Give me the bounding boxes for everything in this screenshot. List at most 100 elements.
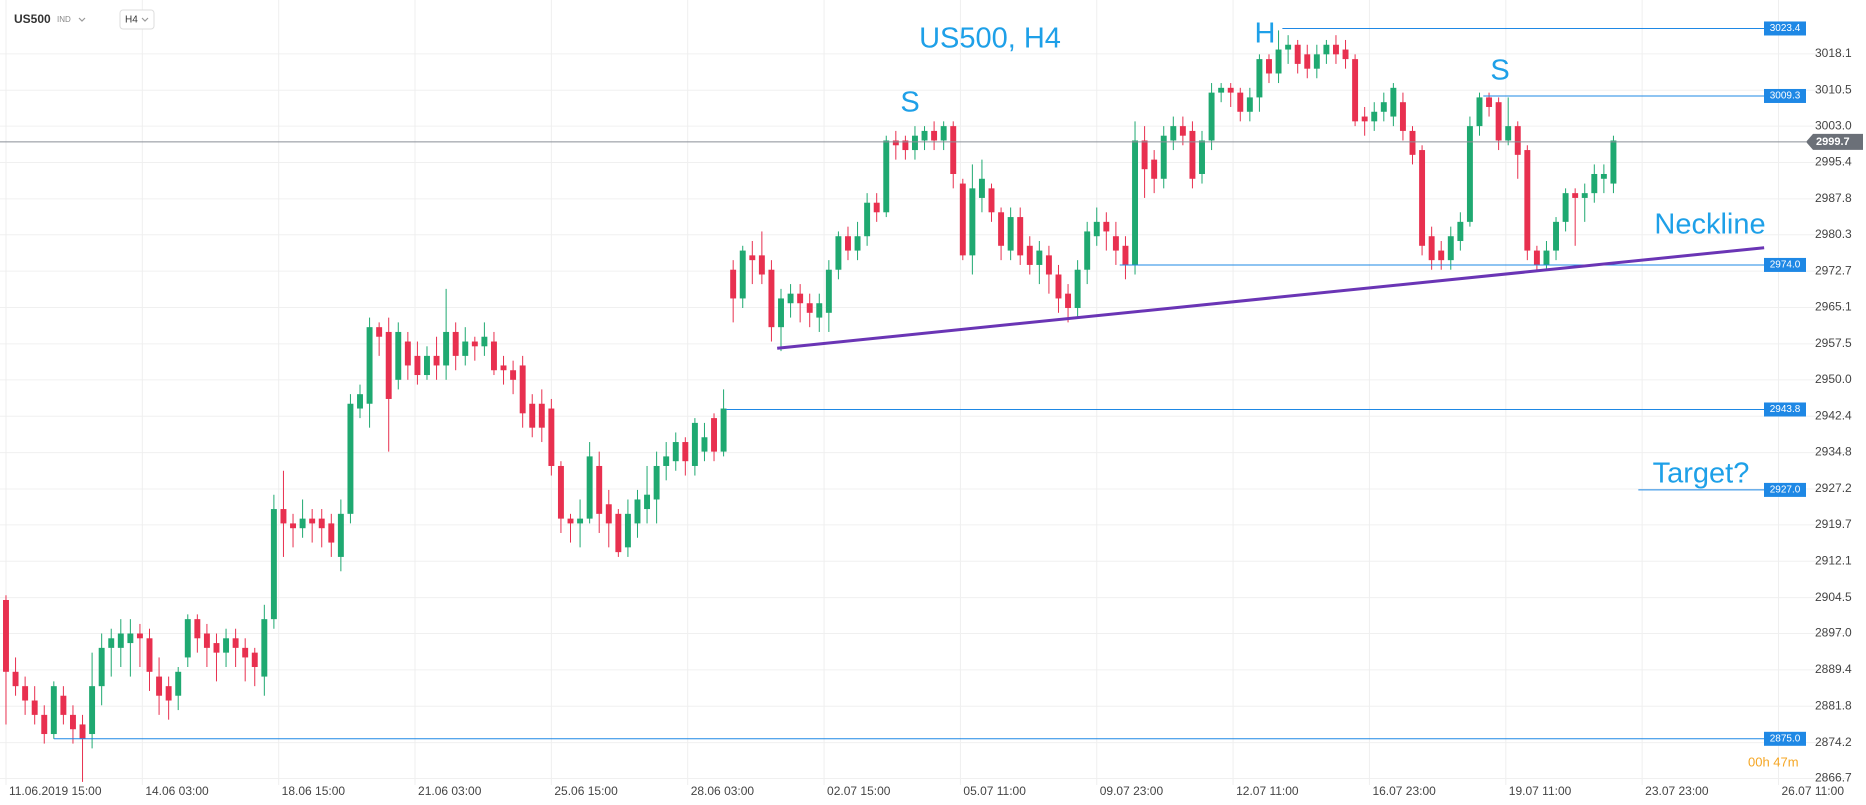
candle-body [1045, 255, 1052, 275]
candle-body [1275, 49, 1282, 74]
y-tick-label: 2874.2 [1815, 735, 1852, 749]
candle-body [1600, 173, 1607, 179]
annotation: Neckline [1654, 209, 1765, 241]
candle-body [969, 188, 976, 256]
y-tick-label: 2980.3 [1815, 227, 1852, 241]
toolbar: US500 IND H4 [14, 9, 155, 30]
candle-body [988, 188, 995, 213]
y-tick-label: 3018.1 [1815, 46, 1852, 60]
current-price-box [1806, 133, 1863, 150]
candle-body [1189, 130, 1196, 179]
y-tick-label: 2972.7 [1815, 263, 1852, 277]
candle-body [1486, 97, 1493, 107]
candle-body [108, 638, 115, 648]
candle-body [1543, 250, 1550, 265]
level-label: 2927.0 [1770, 485, 1801, 496]
chart-title: US500, H4 [919, 23, 1061, 55]
y-tick-label: 2987.8 [1815, 191, 1852, 205]
level-label-box [1764, 21, 1806, 36]
candle-body [1227, 87, 1234, 93]
x-tick-label: 25.06 15:00 [554, 784, 618, 798]
candle-body [624, 513, 631, 548]
candle-body [1342, 49, 1349, 60]
candle-body [213, 643, 220, 653]
candle-body [79, 724, 86, 739]
candle-body [1112, 236, 1119, 251]
candle-body [1294, 44, 1301, 64]
candle-body [89, 686, 96, 735]
annotation: S [900, 87, 919, 119]
candle-body [309, 518, 316, 524]
level-label-box [1764, 88, 1806, 103]
level-label: 2974.0 [1770, 260, 1801, 271]
candle-body [778, 298, 784, 328]
candle-body [1179, 126, 1186, 136]
candle-body [1036, 250, 1043, 265]
candle-body [1246, 97, 1253, 112]
countdown: 00h 47m [1748, 754, 1799, 769]
candle-body [270, 509, 277, 620]
x-tick-label: 28.06 03:00 [691, 784, 755, 798]
x-tick-label: 18.06 15:00 [282, 784, 346, 798]
x-tick-label: 26.07 11:00 [1781, 784, 1844, 798]
candle-body [615, 513, 622, 553]
y-tick-label: 2889.4 [1815, 662, 1852, 676]
candle-body [758, 255, 765, 275]
candle-body [1026, 245, 1033, 265]
candle-body [816, 303, 823, 318]
candle-body [672, 442, 679, 462]
x-tick-label: 12.07 11:00 [1236, 784, 1299, 798]
candle-body [1533, 250, 1540, 265]
candle-body [1199, 140, 1205, 174]
level-label: 2875.0 [1770, 733, 1801, 744]
candle-body [471, 341, 478, 347]
candle-body [242, 647, 249, 658]
candle-body [682, 442, 689, 462]
candle-body [1390, 87, 1397, 117]
candle-body [835, 236, 842, 270]
candle-body [1256, 59, 1263, 98]
candle-body [1610, 140, 1617, 184]
candle-body [1313, 54, 1320, 69]
dropdown-icon[interactable] [141, 17, 149, 22]
candle-body [1132, 140, 1138, 265]
timeframe[interactable]: H4 [125, 15, 138, 26]
candle-body [1266, 59, 1272, 74]
candle-body [136, 633, 143, 639]
y-tick-label: 2919.7 [1815, 517, 1852, 531]
y-tick-label: 2904.5 [1815, 590, 1852, 604]
candle-body [452, 331, 459, 356]
candle-body [261, 619, 268, 677]
candle-body [500, 365, 507, 371]
candle-body [328, 523, 335, 543]
candle-body [1505, 126, 1512, 141]
candle-body [1304, 54, 1311, 69]
candle-body [701, 437, 708, 452]
candle-body [557, 465, 564, 519]
candle-body [1514, 126, 1521, 155]
annotation: S [1490, 55, 1509, 87]
candle-body [12, 671, 19, 687]
candle-body [433, 355, 440, 366]
candle-body [1141, 140, 1148, 170]
y-tick-label: 2957.5 [1815, 336, 1852, 350]
candle-body [1438, 250, 1445, 261]
candle-body [959, 183, 966, 256]
y-tick-label: 2927.2 [1815, 481, 1852, 495]
candle-body [462, 341, 469, 356]
candle-body [1524, 150, 1531, 251]
candle-body [223, 638, 230, 653]
dropdown-icon[interactable] [78, 17, 86, 22]
candle-body [22, 686, 29, 701]
candle-body [31, 700, 38, 715]
timeframe-button[interactable] [119, 9, 155, 30]
symbol[interactable]: US500 [14, 12, 51, 26]
candle-body [605, 504, 612, 524]
current-price-label: 2999.7 [1816, 136, 1850, 148]
candle-body [730, 269, 737, 299]
candle-body [797, 293, 804, 304]
candle-body [691, 422, 698, 466]
candle-body [586, 456, 593, 519]
candle-body [481, 336, 488, 347]
candle-body [1093, 221, 1100, 237]
